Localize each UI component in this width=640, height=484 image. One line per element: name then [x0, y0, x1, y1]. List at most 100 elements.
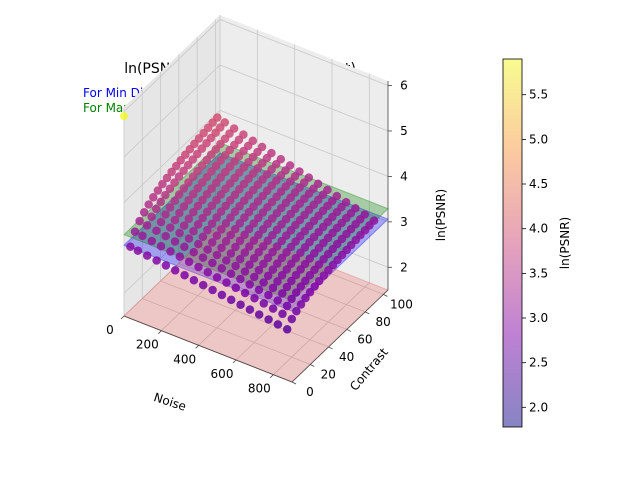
scatter-point: [202, 155, 211, 165]
scatter-point: [165, 184, 175, 193]
scatter-point: [203, 245, 212, 254]
scatter-point: [268, 247, 277, 257]
colorbar: 2.0 2.5 3.0 3.5 4.0 4.5 5.0 5.5 ln(PSNR): [502, 58, 572, 428]
scatter-point: [249, 202, 258, 211]
scatter-point: [174, 190, 184, 199]
axis-lines: [120, 81, 392, 385]
scatter-point: [300, 276, 310, 286]
scatter-point: [166, 247, 175, 256]
y-tick-label: 60: [357, 332, 372, 346]
scatter-point: [264, 290, 273, 300]
scatter-point: [185, 144, 195, 154]
scatter-point: [296, 300, 306, 309]
z-tick-label: 5: [400, 124, 408, 138]
scatter-point: [287, 314, 297, 324]
colorbar-label: ln(PSNR): [558, 217, 572, 269]
scatter-point: [291, 253, 301, 263]
scatter-point: [222, 256, 231, 265]
scatter-point: [245, 260, 254, 270]
scatter-point: [226, 249, 236, 258]
z-tick-label: 2: [400, 260, 408, 274]
y-tick-mark: [383, 294, 388, 297]
scatter-point: [268, 283, 278, 293]
scatter-point: [207, 219, 217, 228]
scatter-point: [198, 253, 208, 262]
scatter-point: [258, 225, 268, 234]
gridline-x-floor: [198, 253, 295, 346]
x-tick-mark: [120, 315, 125, 320]
gridline-y-floor: [142, 298, 311, 365]
scatter-point: [249, 236, 259, 245]
scatter-point: [263, 236, 273, 245]
scatter-point: [184, 178, 193, 187]
scatter-point: [301, 293, 310, 303]
scatter-point: [287, 294, 296, 304]
scatter-point: [198, 213, 207, 223]
colorbar-tick-label: 3.5: [529, 266, 548, 280]
scatter-point: [207, 238, 217, 247]
x-tick-label: 200: [136, 338, 159, 352]
scatter-point: [240, 267, 250, 276]
scatter-point: [278, 309, 287, 319]
scatter-point: [212, 231, 222, 240]
scatter-point: [292, 306, 301, 316]
y-tick-mark: [328, 346, 333, 350]
scatter-point: [211, 178, 221, 188]
scatter-point: [130, 227, 140, 236]
y-tick-mark: [346, 329, 352, 332]
colorbar-tick-label: 5.5: [529, 88, 548, 102]
scatter-point: [286, 259, 296, 269]
scatter-point: [221, 237, 231, 246]
scatter-point: [212, 195, 221, 205]
scatter-point: [139, 208, 149, 217]
scatter-point: [203, 267, 213, 277]
scatter-point: [259, 278, 268, 287]
scatter-point: [193, 201, 203, 211]
scatter-point: [170, 237, 180, 246]
x-tick-mark: [232, 359, 237, 364]
y-tick-mark: [310, 364, 315, 367]
scatter-point: [221, 184, 230, 194]
z-tick-label: 4: [400, 169, 408, 183]
scatter-point: [259, 259, 268, 269]
x-tick-label: 400: [173, 352, 196, 366]
scatter-point: [230, 207, 240, 216]
y-tick-label: 40: [339, 350, 354, 364]
scatter-point: [226, 213, 235, 222]
scatter-point: [305, 287, 315, 297]
x-tick-mark: [270, 374, 274, 378]
scatter-point: [310, 282, 320, 291]
scatter-point: [198, 280, 208, 290]
scatter-point: [175, 252, 185, 261]
scatter-point: [235, 236, 245, 246]
x-tick-mark: [195, 345, 199, 349]
scatter-point: [277, 289, 287, 298]
scatter-point: [226, 269, 236, 279]
scatter-point: [170, 265, 180, 275]
colorbar-tick-label: 3.0: [529, 311, 548, 325]
scatter-point: [198, 232, 208, 242]
scatter-point: [291, 288, 301, 297]
y-tick-label: 100: [390, 297, 413, 311]
scatter-point: [272, 242, 282, 251]
scatter-point: [268, 265, 278, 274]
scatter-points: [120, 112, 379, 334]
scatter-point: [231, 283, 241, 293]
colorbar-tick-label: 4.0: [529, 222, 548, 236]
gridline-z-left: [123, 110, 221, 203]
scatter-point: [184, 214, 194, 224]
scatter-point: [272, 259, 282, 268]
scatter-point: [189, 247, 198, 257]
scatter-point: [152, 256, 161, 265]
scatter-point: [217, 263, 226, 273]
scatter-point: [156, 217, 166, 227]
scatter-point: [226, 295, 236, 305]
scatter-point: [147, 212, 156, 221]
scatter-point: [277, 270, 287, 280]
scatter-point: [305, 270, 315, 280]
scatter-point: [249, 219, 258, 228]
y-axis-line: [291, 289, 389, 383]
scatter-point: [268, 304, 278, 313]
